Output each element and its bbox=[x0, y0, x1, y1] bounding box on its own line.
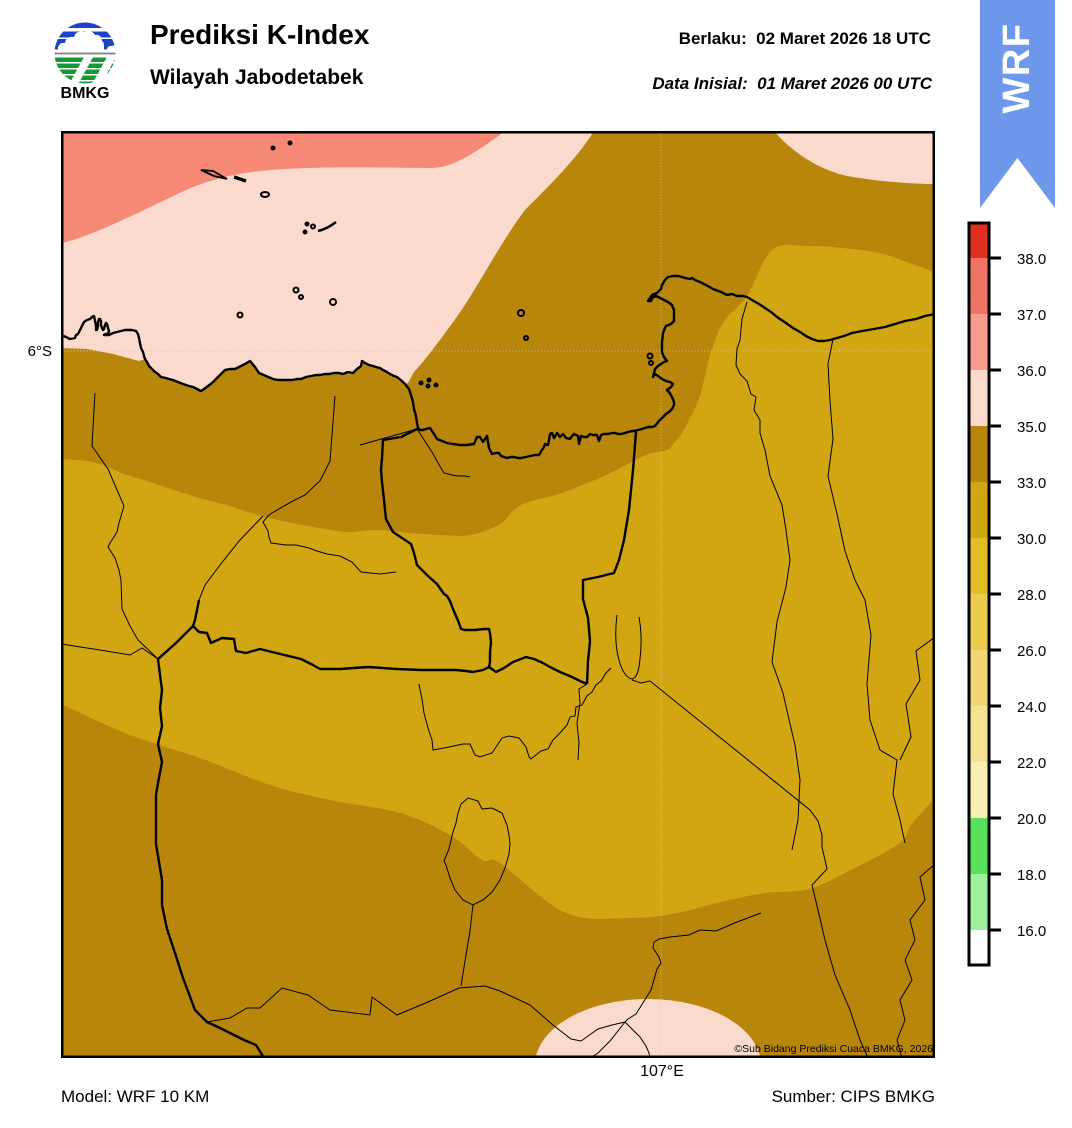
svg-text:28.0: 28.0 bbox=[1017, 587, 1046, 604]
svg-text:22.0: 22.0 bbox=[1017, 755, 1046, 772]
svg-text:26.0: 26.0 bbox=[1017, 643, 1046, 660]
svg-text:36.0: 36.0 bbox=[1017, 363, 1046, 380]
svg-text:35.0: 35.0 bbox=[1017, 419, 1046, 436]
svg-text:38.0: 38.0 bbox=[1017, 251, 1046, 268]
svg-text:33.0: 33.0 bbox=[1017, 475, 1046, 492]
svg-text:BMKG: BMKG bbox=[61, 85, 110, 102]
svg-text:30.0: 30.0 bbox=[1017, 531, 1046, 548]
svg-text:16.0: 16.0 bbox=[1017, 923, 1046, 940]
svg-text:©Sub Bidang Prediksi Cuaca BMK: ©Sub Bidang Prediksi Cuaca BMKG, 2026 bbox=[734, 1043, 933, 1055]
svg-text:WRF: WRF bbox=[996, 22, 1038, 113]
svg-text:24.0: 24.0 bbox=[1017, 699, 1046, 716]
svg-text:18.0: 18.0 bbox=[1017, 867, 1046, 884]
svg-text:37.0: 37.0 bbox=[1017, 307, 1046, 324]
svg-text:20.0: 20.0 bbox=[1017, 811, 1046, 828]
